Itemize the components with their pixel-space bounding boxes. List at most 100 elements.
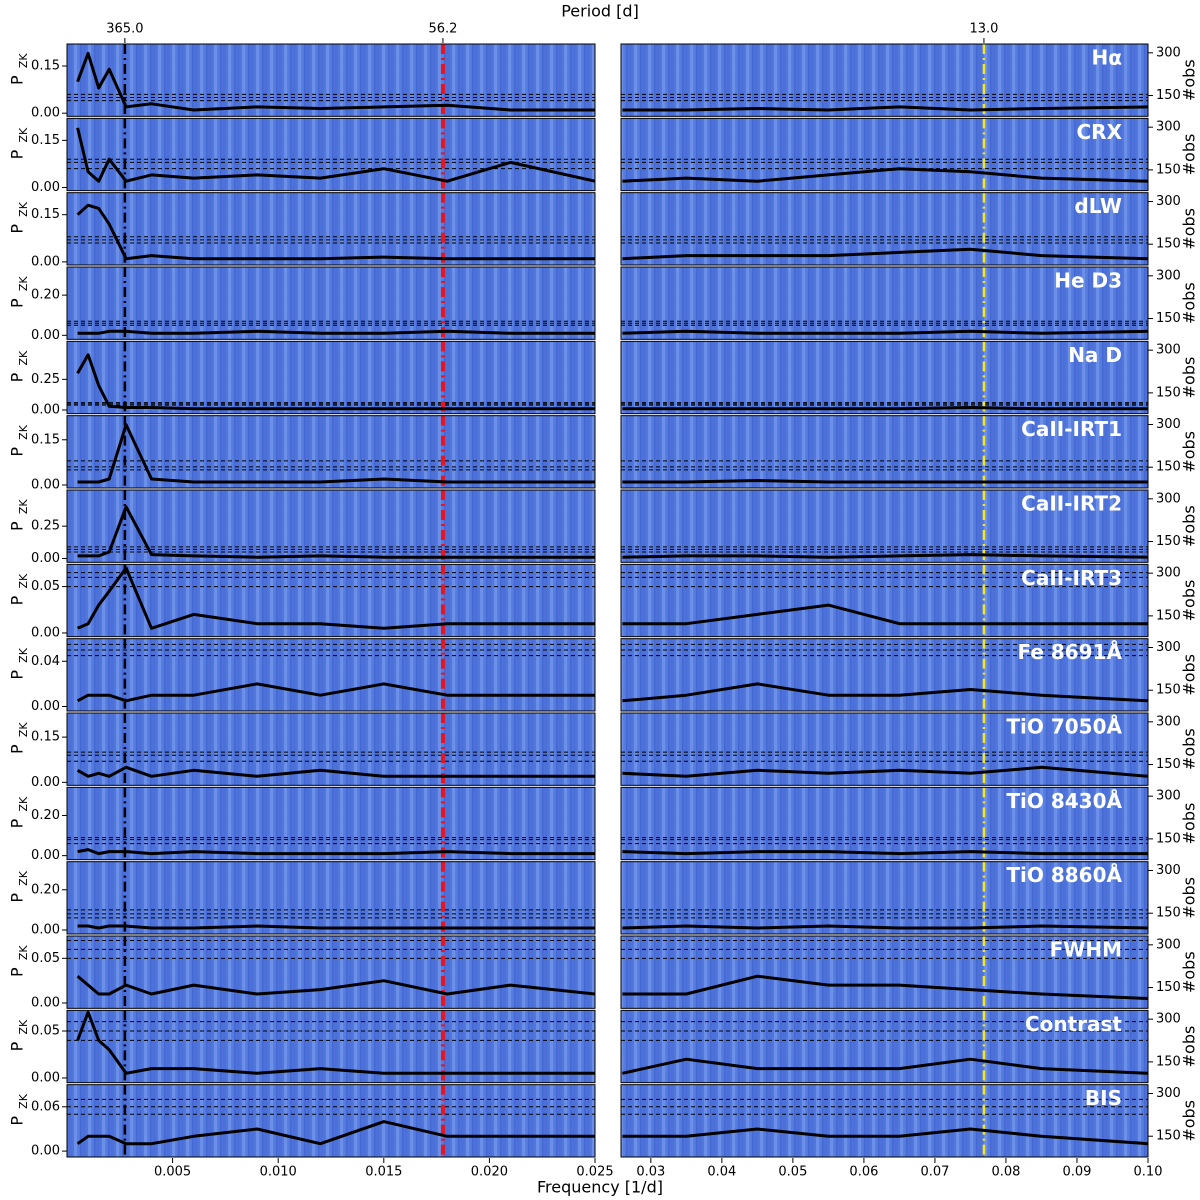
y-axis-label-sub: ZK — [17, 796, 30, 812]
panel-right — [621, 1084, 1148, 1157]
y-axis-label-sub: ZK — [17, 573, 30, 589]
y-tick-label: 0.15 — [31, 133, 60, 148]
panel-frame — [66, 117, 596, 192]
y2-tick-label: 300 — [1156, 491, 1181, 506]
y-tick-label: 0.15 — [31, 59, 60, 74]
period-tick-label: 365.0 — [106, 22, 143, 37]
y-tick-label: 0.05 — [31, 1024, 60, 1039]
x-tick-label: 0.07 — [920, 1165, 949, 1180]
y-tick-label: 0.00 — [31, 402, 60, 417]
periodogram-line — [76, 51, 595, 112]
x-tick-label: 0.08 — [991, 1165, 1020, 1180]
y2-axis-label: #obs — [1180, 505, 1199, 547]
panel-frame — [66, 43, 596, 117]
y2-axis-label: #obs — [1180, 728, 1199, 770]
panel-left — [67, 267, 595, 340]
y-axis-label: P — [8, 595, 27, 605]
x-tick-label: 0.03 — [636, 1165, 665, 1180]
y2-tick-label: 150 — [1156, 980, 1181, 995]
periodogram-line — [622, 765, 1148, 778]
panel-left — [67, 1010, 595, 1083]
periodogram-line — [77, 505, 595, 559]
y2-axis-label: #obs — [1180, 431, 1199, 473]
panel-name: TiO 7050Å — [1006, 715, 1122, 739]
panel-right — [621, 1010, 1148, 1083]
y-axis-label-sub: ZK — [17, 499, 30, 515]
y-tick-label: 0.00 — [31, 775, 60, 790]
panel-name: CRX — [1077, 120, 1123, 144]
y-tick-label: 0.15 — [31, 432, 60, 447]
y2-tick-label: 150 — [1156, 683, 1181, 698]
y2-axis-label: #obs — [1180, 208, 1199, 250]
y2-tick-label: 300 — [1156, 268, 1181, 283]
panel-right — [621, 44, 1148, 117]
panel-name: Hα — [1092, 46, 1122, 70]
y-tick-label: 0.20 — [31, 882, 60, 897]
panel-name: CaII-IRT2 — [1021, 492, 1122, 516]
panel-name: He D3 — [1054, 269, 1122, 293]
periodogram-line — [622, 850, 1148, 856]
heatmap — [67, 861, 595, 934]
y-tick-label: 0.25 — [31, 372, 60, 387]
panel-frame — [620, 638, 1149, 712]
y2-tick-label: 150 — [1156, 757, 1181, 772]
y-tick-label: 0.00 — [31, 328, 60, 343]
y-axis-label: P — [8, 670, 27, 680]
heatmap — [621, 415, 1148, 488]
y2-axis-label: #obs — [1180, 357, 1199, 399]
y-axis-label-sub: ZK — [17, 1019, 30, 1035]
y2-tick-label: 300 — [1156, 789, 1181, 804]
periodogram-line — [622, 329, 1148, 335]
periodogram-line — [77, 423, 595, 484]
y2-tick-label: 150 — [1156, 1129, 1181, 1144]
y-axis-label-sub: ZK — [17, 647, 30, 663]
x-tick-label: 0.010 — [260, 1165, 297, 1180]
y2-axis-label: #obs — [1180, 951, 1199, 993]
x-tick-label: 0.04 — [707, 1165, 736, 1180]
panel-left — [67, 564, 595, 637]
panel-name: Contrast — [1025, 1012, 1122, 1036]
y-tick-label: 0.00 — [31, 1070, 60, 1085]
periodogram-line — [76, 765, 595, 778]
periodogram-line — [76, 682, 595, 703]
y-tick-label: 0.00 — [31, 180, 60, 195]
y2-axis-label: #obs — [1180, 282, 1199, 324]
y-axis-label: P — [8, 1041, 27, 1051]
heatmap — [621, 341, 1148, 414]
y-axis-label-sub: ZK — [17, 870, 30, 886]
y-axis-label-sub: ZK — [17, 1093, 30, 1109]
x-tick-label: 0.06 — [849, 1165, 878, 1180]
heatmap — [67, 1084, 595, 1157]
panel-frame — [66, 192, 596, 266]
periodogram-line — [622, 406, 1148, 411]
y2-tick-label: 150 — [1156, 311, 1181, 326]
panel-frame — [620, 563, 1149, 638]
heatmap — [621, 638, 1148, 711]
panel-right — [621, 861, 1148, 934]
y-axis-label: P — [8, 75, 27, 85]
panel-name: dLW — [1074, 194, 1122, 218]
x-tick-label: 0.015 — [365, 1165, 402, 1180]
y2-axis-label: #obs — [1180, 134, 1199, 176]
panel-frame — [66, 340, 596, 415]
y2-tick-label: 300 — [1156, 1086, 1181, 1101]
y2-tick-label: 150 — [1156, 831, 1181, 846]
y-axis-label: P — [8, 149, 27, 159]
y-tick-label: 0.00 — [31, 106, 60, 121]
periodogram-line — [622, 1057, 1148, 1075]
y-axis-label: P — [8, 744, 27, 754]
heatmap — [67, 118, 595, 191]
panel-frame — [620, 117, 1149, 192]
heatmap — [67, 713, 595, 786]
panel-left — [67, 490, 595, 563]
y-axis-label: P — [8, 967, 27, 977]
panel-frame — [66, 415, 596, 489]
y-tick-label: 0.04 — [31, 654, 60, 669]
y-tick-label: 0.05 — [31, 579, 60, 594]
y-axis-label: P — [8, 224, 27, 234]
panel-name: TiO 8860Å — [1006, 863, 1122, 887]
y2-tick-label: 300 — [1156, 45, 1181, 60]
panel-right — [621, 936, 1148, 1009]
y2-tick-label: 300 — [1156, 194, 1181, 209]
y-axis-label: P — [8, 893, 27, 903]
